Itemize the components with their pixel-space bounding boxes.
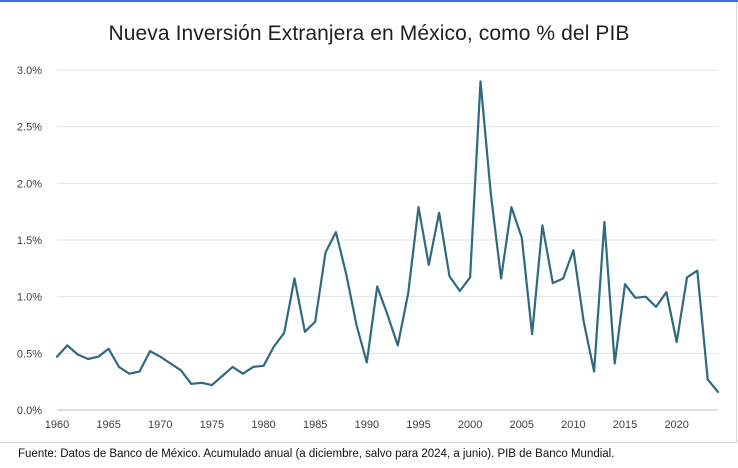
y-axis-ticks: 0.0% 0.5% 1.0% 1.5% 2.0% 2.5% 3.0% [17,65,42,417]
y-tick-label: 1.5% [17,235,42,247]
series-layer [55,80,720,393]
x-tick-label: 1965 [96,419,120,431]
x-tick-label: 1960 [45,419,69,431]
chart-title: Nueva Inversión Extranjera en México, co… [108,22,630,45]
x-tick-label: 1980 [251,419,275,431]
x-tick-label: 2020 [664,419,688,431]
x-tick-label: 1995 [406,419,430,431]
x-tick-label: 2005 [510,419,534,431]
x-tick-label: 1975 [200,419,224,431]
y-tick-label: 2.5% [17,122,42,134]
x-tick-label: 1990 [355,419,379,431]
x-tick-label: 1985 [303,419,327,431]
chart-frame [0,2,737,443]
y-tick-label: 1.0% [17,292,42,304]
x-tick-label: 2015 [613,419,637,431]
x-tick-label: 2000 [458,419,482,431]
source-note: Fuente: Datos de Banco de México. Acumul… [18,448,615,460]
series-line [55,80,720,393]
x-tick-label: 1970 [148,419,172,431]
top-accent-rule [0,0,738,2]
x-axis-ticks: 1960 1965 1970 1975 1980 1985 1990 1995 2000 2005… [45,419,689,431]
y-tick-label: 2.0% [17,178,42,190]
y-tick-label: 0.5% [17,348,42,360]
x-tick-label: 2010 [561,419,585,431]
y-tick-label: 0.0% [17,405,42,417]
y-tick-label: 3.0% [17,65,42,77]
gridlines [57,69,718,411]
